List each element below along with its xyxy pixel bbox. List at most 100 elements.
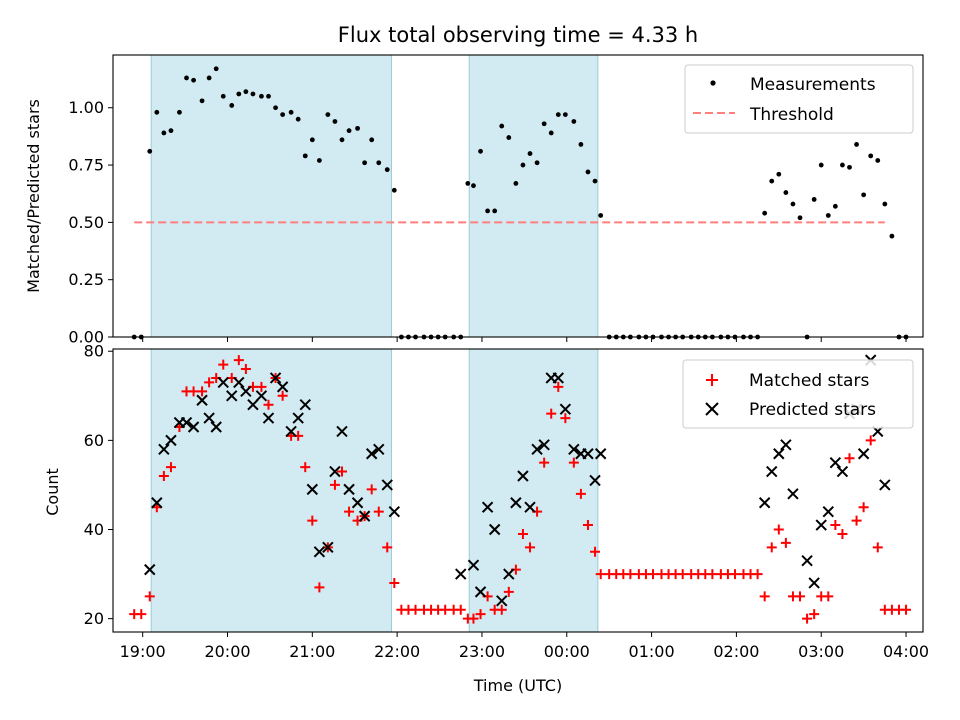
top-legend-box — [684, 64, 914, 134]
predicted-star-point — [594, 448, 607, 460]
predicted-star-point — [531, 443, 543, 455]
matched-star-point — [188, 386, 199, 397]
top-y-tick-label: 0.50 — [68, 213, 104, 232]
top-y-tick-label: 0.75 — [68, 156, 104, 175]
predicted-star-point — [510, 497, 522, 509]
matched-star-point — [539, 457, 550, 468]
matched-star-point — [729, 569, 740, 580]
matched-star-point — [158, 471, 169, 482]
x-axis-label: Time (UTC) — [473, 676, 562, 695]
measurement-point — [250, 91, 256, 97]
measurement-point — [369, 137, 375, 143]
measurement-point — [346, 128, 352, 134]
measurement-point — [161, 130, 167, 136]
bottom-y-tick-label: 40 — [84, 520, 104, 539]
predicted-star-point — [285, 425, 297, 438]
matched-star-point — [625, 569, 636, 580]
predicted-star-point — [226, 390, 238, 402]
measurement-point — [288, 109, 294, 115]
predicted-star-point — [815, 519, 827, 531]
measurement-point — [295, 116, 301, 122]
top-panel: 0.00 0.25 0.50 0.75 1.00 Matched/Predicted s… — [24, 54, 924, 347]
measurement-point — [266, 93, 271, 99]
matched-star-point — [496, 604, 507, 615]
predicted-star-point — [329, 465, 341, 478]
measurement-point — [376, 160, 382, 166]
shaded-interval — [468, 54, 599, 338]
measurement-point — [471, 183, 476, 189]
measurement-point — [762, 210, 768, 216]
matched-star-point — [858, 502, 869, 513]
predicted-star-point — [343, 483, 355, 496]
predicted-star-point — [144, 563, 156, 576]
measurement-point — [147, 148, 153, 154]
measurement-point — [499, 123, 505, 129]
measurement-point — [184, 75, 189, 81]
legend-threshold-label: Threshold — [749, 105, 834, 125]
matched-star-point — [218, 359, 229, 370]
measurement-point — [534, 160, 540, 166]
matched-star-point — [595, 569, 606, 580]
predicted-star-point — [829, 456, 842, 469]
predicted-star-point — [262, 412, 275, 424]
predicted-star-point — [187, 421, 200, 433]
measurement-point — [199, 98, 205, 104]
legend-measurements-marker — [710, 80, 716, 86]
predicted-star-point — [313, 546, 326, 558]
measurement-point — [520, 162, 526, 168]
measurement-point — [578, 142, 584, 147]
predicted-star-point — [559, 403, 572, 415]
predicted-star-point — [151, 497, 163, 509]
x-tick-label: 22:00 — [374, 642, 420, 661]
predicted-star-point — [306, 483, 319, 496]
predicted-star-point — [247, 399, 259, 411]
measurement-point — [206, 75, 212, 81]
predicted-star-point — [780, 439, 792, 451]
predicted-stars-points — [144, 354, 891, 607]
matched-star-point — [468, 613, 479, 624]
measurement-point — [592, 178, 598, 184]
measurement-point — [527, 151, 533, 156]
predicted-star-point — [388, 505, 401, 518]
measurement-point — [191, 77, 196, 83]
predicted-star-point — [589, 474, 601, 487]
predicted-star-point — [496, 595, 508, 607]
measurement-point — [309, 137, 315, 143]
measurement-point — [541, 121, 547, 127]
x-tick-label: 02:00 — [713, 642, 759, 661]
shaded-interval — [150, 54, 392, 338]
predicted-star-point — [787, 488, 799, 500]
measurement-point — [478, 148, 483, 154]
predicted-star-point — [474, 586, 487, 598]
predicted-star-point — [158, 443, 170, 455]
measurement-point — [854, 142, 859, 147]
predicted-star-point — [381, 479, 393, 491]
matched-star-point — [590, 546, 601, 557]
predicted-star-point — [481, 501, 494, 513]
predicted-star-point — [552, 372, 564, 384]
matched-star-point — [307, 515, 318, 526]
measurement-point — [868, 153, 874, 159]
predicted-star-point — [373, 443, 385, 455]
measurement-point — [465, 180, 471, 186]
matched-star-point — [440, 604, 451, 615]
measurement-point — [571, 119, 577, 124]
matched-star-point — [582, 520, 593, 531]
measurement-point — [769, 178, 775, 184]
x-tick-label: 20:00 — [204, 642, 250, 661]
predicted-star-point — [180, 416, 193, 429]
measurement-point — [513, 180, 519, 186]
figure-title: Flux total observing time = 4.33 h — [338, 23, 698, 47]
top-y-tick-label: 1.00 — [68, 98, 104, 117]
matched-star-point — [410, 604, 421, 615]
matched-star-point — [575, 488, 586, 499]
bottom-y-tick-label: 20 — [84, 609, 104, 628]
matched-star-point — [707, 569, 718, 580]
legend-measurements-label: Measurements — [750, 75, 876, 95]
measurement-point — [492, 208, 498, 214]
measurement-point — [384, 167, 390, 173]
matched-star-point — [197, 386, 208, 397]
matched-star-point — [759, 591, 770, 602]
predicted-star-point — [203, 412, 215, 424]
measurement-point — [825, 213, 831, 218]
